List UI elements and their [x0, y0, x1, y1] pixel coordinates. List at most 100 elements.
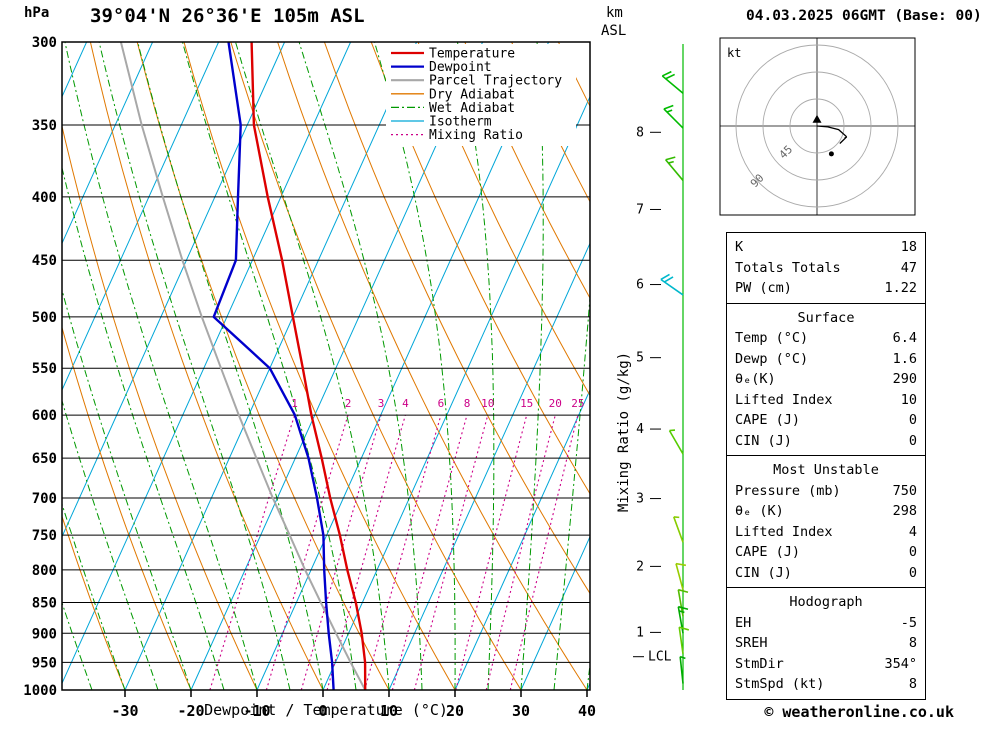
- hodograph-trace: [816, 125, 848, 138]
- dry-adiabat-line: [464, 42, 590, 300]
- wet-adiabat-line: [298, 42, 423, 690]
- asl-axis-label: ASL: [601, 23, 626, 39]
- dry-adiabat-line: [980, 42, 1000, 690]
- stat-label: K: [735, 239, 744, 255]
- stat-label: Dewp (°C): [735, 350, 809, 367]
- stat-row: CIN (J) 0: [735, 563, 917, 584]
- stat-row: SREH 8: [735, 633, 917, 654]
- wind-barb: [675, 563, 684, 590]
- stat-value: 47: [900, 259, 917, 276]
- stat-label: θₑ(K): [735, 371, 776, 387]
- stat-label: Temp (°C): [735, 330, 809, 346]
- km-tick-label: 7: [636, 202, 644, 217]
- stats-panels: K 18 Totals Totals 47 PW (cm) 1.22 Surface Temp…: [726, 232, 926, 700]
- stat-label: Pressure (mb): [735, 482, 841, 499]
- stat-row: Lifted Index 4: [735, 522, 917, 543]
- wet-adiabat-line: [62, 166, 225, 690]
- wet-adiabat-line: [553, 290, 590, 690]
- dewpoint-curve: [212, 42, 335, 690]
- lcl-label: LCL: [648, 650, 672, 665]
- temp-tick-label: 20: [446, 702, 464, 720]
- copyright-label: © weatheronline.co.uk: [764, 703, 954, 721]
- storm-motion-marker: [812, 114, 822, 123]
- stat-label: Lifted Index: [735, 523, 833, 540]
- legend-label: Isotherm: [429, 115, 492, 130]
- stat-row: Lifted Index 10: [735, 390, 917, 411]
- wet-adiabat-line: [98, 42, 291, 690]
- x-axis-label: Dewpoint / Temperature (°C): [204, 701, 448, 719]
- stat-row: CIN (J) 0: [735, 431, 917, 452]
- pressure-tick-label: 800: [32, 563, 57, 579]
- mixing-ratio-line: [364, 414, 442, 690]
- stat-row: EH -5: [735, 613, 917, 634]
- pressure-tick-label: 300: [32, 35, 57, 51]
- dry-adiabat-line: [417, 42, 590, 397]
- wind-barb-column: [660, 44, 690, 690]
- stat-value: 354°: [884, 655, 917, 672]
- wind-barb: [660, 278, 684, 296]
- pressure-tick-label: 950: [32, 655, 57, 671]
- pressure-tick-label: 650: [32, 451, 57, 467]
- stat-label: CIN (J): [735, 432, 792, 449]
- parcel-trajectory-curve: [119, 42, 367, 690]
- km-tick-label: 2: [636, 559, 644, 574]
- pressure-tick-label: 850: [32, 596, 57, 612]
- stat-row: Totals Totals 47: [735, 258, 917, 279]
- pressure-tick-label: 450: [32, 253, 57, 269]
- km-tick-label: 1: [636, 625, 644, 640]
- stat-row: CAPE (J) 0: [735, 410, 917, 431]
- axes: 3003504004505005506006507007508008509009…: [23, 5, 671, 720]
- mixing-ratio-label: 15: [520, 397, 533, 410]
- mixing-ratio-label: 8: [464, 397, 471, 410]
- mixing-ratio-label: 6: [438, 397, 445, 410]
- stat-row: StmDir 354°: [735, 654, 917, 675]
- wet-adiabat-line: [62, 288, 192, 690]
- dry-adiabat-line: [62, 325, 192, 690]
- legend-label: Wet Adiabat: [429, 101, 515, 116]
- wet-adiabat-line: [456, 42, 495, 690]
- km-tick-label: 6: [636, 278, 644, 293]
- mixing-ratio-label: 25: [571, 397, 584, 410]
- temp-tick-label: 40: [578, 702, 596, 720]
- mixing-ratio-line: [326, 414, 406, 690]
- legend-background: [386, 44, 576, 146]
- stat-row: θₑ (K) 298: [735, 501, 917, 522]
- wet-adiabat-line: [62, 399, 159, 690]
- wet-adiabat-line: [520, 42, 544, 690]
- stat-value: 0: [908, 544, 917, 560]
- pressure-tick-label: 400: [32, 190, 57, 206]
- stat-value: 18: [900, 239, 917, 255]
- isotherm-line: [190, 42, 484, 690]
- stat-label: θₑ (K): [735, 503, 784, 519]
- mixing-ratio-label: 3: [378, 397, 385, 410]
- legend-label: Parcel Trajectory: [429, 74, 562, 89]
- wet-adiabat-line: [64, 42, 258, 690]
- isotherm-line: [62, 42, 352, 685]
- pressure-tick-label: 500: [32, 310, 57, 326]
- wind-barb: [668, 430, 684, 455]
- panel-title: Surface: [797, 309, 855, 326]
- stat-row: Pressure (mb) 750: [735, 481, 917, 502]
- stat-value: 1.22: [884, 280, 917, 296]
- hodograph-ring: [735, 44, 899, 208]
- stat-value: 0: [908, 412, 917, 428]
- legend-label: Dry Adiabat: [429, 87, 515, 102]
- stat-value: -5: [900, 614, 917, 631]
- hodograph-unit-label: kt: [727, 46, 741, 60]
- pressure-tick-label: 550: [32, 361, 57, 377]
- isotherm-line: [322, 95, 590, 690]
- stat-row: PW (cm) 1.22: [735, 278, 917, 299]
- mixing-ratio-label: 20: [549, 397, 562, 410]
- stat-value: 298: [892, 503, 917, 519]
- stat-row: Temp (°C) 6.4: [735, 328, 917, 349]
- stat-value: 1.6: [892, 350, 917, 367]
- isotherm-line: [124, 42, 418, 690]
- temp-tick-label: 30: [512, 702, 530, 720]
- wind-barb: [661, 75, 684, 94]
- panel-title: Most Unstable: [773, 462, 879, 478]
- stat-value: 10: [900, 391, 917, 408]
- pressure-tick-label: 350: [32, 118, 57, 134]
- wet-adiabat-line: [182, 42, 357, 690]
- stat-label: Lifted Index: [735, 391, 833, 408]
